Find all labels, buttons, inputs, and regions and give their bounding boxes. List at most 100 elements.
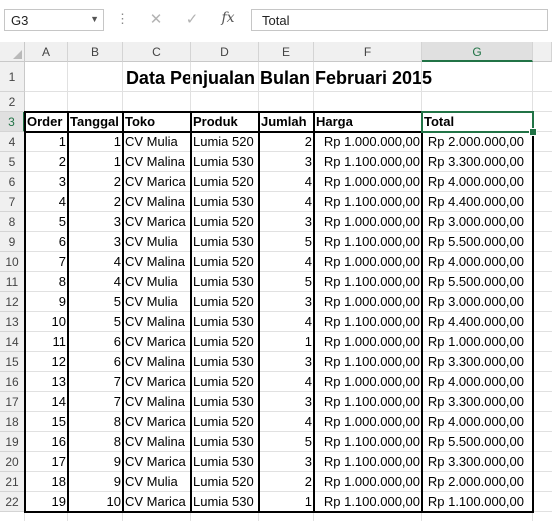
table-cell[interactable]: Rp 2.000.000,00 (427, 474, 524, 489)
table-cell[interactable]: Lumia 520 (193, 174, 254, 189)
table-cell[interactable]: Rp 1.000.000,00 (323, 214, 420, 229)
column-header-c[interactable]: C (123, 42, 191, 62)
table-cell[interactable]: 4 (304, 314, 312, 329)
table-cell[interactable]: Rp 5.500.000,00 (427, 274, 524, 289)
row-header-18[interactable]: 18 (0, 412, 25, 432)
column-header-g[interactable]: G (422, 42, 533, 62)
row-header-11[interactable]: 11 (0, 272, 25, 292)
table-cell[interactable]: CV Malina (125, 314, 185, 329)
row-header-12[interactable]: 12 (0, 292, 25, 312)
table-cell[interactable]: 4 (58, 194, 66, 209)
table-cell[interactable]: Lumia 530 (193, 354, 254, 369)
table-cell[interactable]: 18 (51, 474, 66, 489)
table-cell[interactable]: Lumia 520 (193, 474, 254, 489)
table-cell[interactable]: Lumia 530 (193, 394, 254, 409)
row-header-13[interactable]: 13 (0, 312, 25, 332)
table-cell[interactable]: Rp 1.100.000,00 (323, 494, 420, 509)
sheet-title[interactable]: Data Penjualan Bulan Februari 2015 (125, 68, 433, 88)
row-header-14[interactable]: 14 (0, 332, 25, 352)
table-cell[interactable]: Rp 1.100.000,00 (323, 314, 420, 329)
row-header-9[interactable]: 9 (0, 232, 25, 252)
table-cell[interactable]: 17 (51, 454, 66, 469)
table-cell[interactable]: Lumia 520 (193, 254, 254, 269)
table-cell[interactable]: 4 (113, 254, 121, 269)
table-cell[interactable]: 1 (113, 154, 121, 169)
table-cell[interactable]: 3 (58, 174, 66, 189)
table-cell[interactable]: 19 (51, 494, 66, 509)
table-cell[interactable]: Rp 1.000.000,00 (323, 174, 420, 189)
table-cell[interactable]: 6 (113, 334, 121, 349)
row-header-21[interactable]: 21 (0, 472, 25, 492)
row-header-20[interactable]: 20 (0, 452, 25, 472)
table-cell[interactable]: CV Malina (125, 254, 185, 269)
table-cell[interactable]: Lumia 530 (193, 314, 254, 329)
table-cell[interactable]: CV Malina (125, 434, 185, 449)
table-cell[interactable]: Rp 4.400.000,00 (427, 314, 524, 329)
close-icon[interactable]: ✕ (149, 11, 163, 28)
table-cell[interactable]: Rp 1.000.000,00 (323, 254, 420, 269)
table-cell[interactable]: 14 (51, 394, 66, 409)
table-cell[interactable]: 5 (113, 294, 121, 309)
table-cell[interactable]: CV Mulia (125, 294, 178, 309)
table-cell[interactable]: Rp 2.000.000,00 (427, 134, 524, 149)
table-cell[interactable]: CV Marica (125, 454, 186, 469)
table-cell[interactable]: CV Mulia (125, 474, 178, 489)
table-cell[interactable]: CV Malina (125, 354, 185, 369)
table-cell[interactable]: Rp 1.000.000,00 (323, 294, 420, 309)
table-cell[interactable]: Rp 3.000.000,00 (427, 214, 524, 229)
header-cell-tanggal[interactable]: Tanggal (70, 114, 119, 129)
table-cell[interactable]: 4 (304, 254, 312, 269)
table-cell[interactable]: 7 (113, 374, 121, 389)
table-cell[interactable]: 11 (52, 334, 67, 349)
table-cell[interactable]: Lumia 530 (193, 154, 254, 169)
table-cell[interactable]: 3 (304, 394, 312, 409)
row-header-10[interactable]: 10 (0, 252, 25, 272)
table-cell[interactable]: Rp 3.000.000,00 (427, 294, 524, 309)
table-cell[interactable]: CV Malina (125, 394, 185, 409)
table-cell[interactable]: 9 (113, 474, 121, 489)
table-cell[interactable]: Lumia 530 (193, 274, 254, 289)
table-cell[interactable]: 3 (304, 454, 312, 469)
table-cell[interactable]: 1 (304, 494, 312, 509)
table-cell[interactable]: 1 (58, 134, 66, 149)
table-cell[interactable]: Rp 1.000.000,00 (323, 414, 420, 429)
table-cell[interactable]: Lumia 530 (193, 454, 254, 469)
table-cell[interactable]: Rp 3.300.000,00 (427, 454, 524, 469)
row-header-5[interactable]: 5 (0, 152, 25, 172)
table-cell[interactable]: Rp 3.300.000,00 (427, 394, 524, 409)
table-cell[interactable]: Rp 1.100.000,00 (323, 234, 420, 249)
column-header-extra[interactable] (533, 42, 552, 62)
table-cell[interactable]: Rp 1.000.000,00 (323, 374, 420, 389)
table-cell[interactable]: Rp 1.000.000,00 (427, 334, 524, 349)
header-cell-produk[interactable]: Produk (193, 114, 238, 129)
table-cell[interactable]: 4 (304, 194, 312, 209)
table-cell[interactable]: Lumia 530 (193, 434, 254, 449)
table-cell[interactable]: Rp 4.000.000,00 (427, 374, 524, 389)
table-cell[interactable]: Lumia 530 (193, 234, 254, 249)
table-cell[interactable]: Lumia 520 (193, 294, 254, 309)
table-cell[interactable]: 5 (113, 314, 121, 329)
table-cell[interactable]: 12 (51, 354, 66, 369)
table-cell[interactable]: CV Malina (125, 194, 185, 209)
table-cell[interactable]: Lumia 530 (193, 494, 254, 509)
row-header-17[interactable]: 17 (0, 392, 25, 412)
table-cell[interactable]: 8 (113, 414, 121, 429)
table-cell[interactable]: CV Marica (125, 414, 186, 429)
table-cell[interactable]: CV Mulia (125, 274, 178, 289)
table-cell[interactable]: 9 (113, 454, 121, 469)
table-cell[interactable]: Rp 1.100.000,00 (323, 394, 420, 409)
chevron-down-icon[interactable]: ▼ (90, 14, 99, 24)
table-cell[interactable]: 15 (51, 414, 66, 429)
table-cell[interactable]: Lumia 520 (193, 414, 254, 429)
table-cell[interactable]: 16 (51, 434, 66, 449)
table-cell[interactable]: 2 (304, 134, 312, 149)
table-cell[interactable]: Rp 1.000.000,00 (323, 474, 420, 489)
row-header-6[interactable]: 6 (0, 172, 25, 192)
table-cell[interactable]: 8 (58, 274, 66, 289)
table-cell[interactable]: 5 (304, 274, 312, 289)
table-cell[interactable]: Rp 5.500.000,00 (427, 234, 524, 249)
table-cell[interactable]: 4 (304, 174, 312, 189)
table-cell[interactable]: 9 (58, 294, 66, 309)
table-cell[interactable]: 8 (113, 434, 121, 449)
header-cell-total[interactable]: Total (424, 114, 455, 129)
